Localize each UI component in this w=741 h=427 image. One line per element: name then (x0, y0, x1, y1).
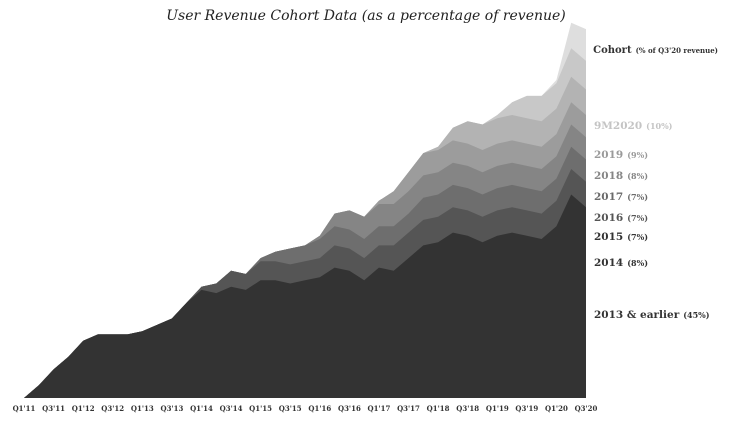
x-tick-label: Q1'15 (249, 404, 272, 413)
legend-item: 2016 (7%) (594, 212, 648, 224)
x-tick-label: Q3'19 (515, 404, 538, 413)
legend-series-share: (9%) (627, 150, 648, 160)
legend-series-name: 2019 (594, 149, 623, 161)
legend-series-share: (10%) (646, 121, 673, 131)
legend-series-share: (7%) (627, 232, 648, 242)
x-tick-label: Q1'18 (427, 404, 450, 413)
legend-series-share: (45%) (683, 310, 710, 320)
x-tick-label: Q3'16 (338, 404, 361, 413)
x-tick-label: Q3'15 (279, 404, 302, 413)
legend-series-share: (7%) (627, 213, 648, 223)
x-tick-label: Q3'13 (160, 404, 183, 413)
legend-title: Cohort (593, 45, 632, 56)
x-tick-label: Q1'12 (72, 404, 95, 413)
x-tick-label: Q3'14 (220, 404, 243, 413)
legend-item: 2019 (9%) (594, 149, 648, 161)
x-tick-label: Q1'13 (131, 404, 154, 413)
x-tick-label: Q3'20 (575, 404, 598, 413)
x-tick-label: Q1'17 (367, 404, 390, 413)
x-tick-label: Q3'11 (42, 404, 65, 413)
legend: Cohort (% of Q3'20 revenue) 2013 & earlie… (593, 45, 718, 321)
legend-series-name: 2018 (594, 170, 623, 182)
legend-item: 2013 & earlier (45%) (594, 309, 710, 321)
legend-item: 9M2020 (10%) (594, 120, 673, 132)
legend-series-name: 9M2020 (594, 120, 642, 132)
legend-subtitle: (% of Q3'20 revenue) (636, 46, 718, 55)
legend-series-share: (8%) (627, 258, 648, 268)
chart-title: User Revenue Cohort Data (as a percentag… (166, 8, 566, 24)
legend-series-name: 2016 (594, 212, 623, 224)
x-tick-label: Q1'11 (13, 404, 36, 413)
x-tick-label: Q1'14 (190, 404, 213, 413)
x-tick-label: Q3'17 (397, 404, 420, 413)
x-tick-label: Q3'12 (101, 404, 124, 413)
legend-series-name: 2014 (594, 257, 623, 269)
legend-series-name: 2015 (594, 231, 623, 243)
legend-item: 2015 (7%) (594, 231, 648, 243)
stacked-areas (24, 22, 586, 399)
legend-item: 2017 (7%) (594, 191, 648, 203)
legend-series-name: 2013 & earlier (594, 309, 680, 321)
legend-title-row: Cohort (% of Q3'20 revenue) (593, 45, 718, 56)
x-tick-label: Q1'16 (308, 404, 331, 413)
area-2013-earlier (24, 194, 586, 398)
legend-item: 2018 (8%) (594, 170, 648, 182)
legend-series-share: (7%) (627, 192, 648, 202)
x-tick-label: Q1'19 (486, 404, 509, 413)
x-axis-ticks: Q1'11 Q3'11 Q1'12 Q3'12 Q1'13 Q3'13 Q1'14 Q3'14… (13, 404, 598, 413)
legend-item: 2014 (8%) (594, 257, 648, 269)
x-tick-label: Q3'18 (456, 404, 479, 413)
legend-series-share: (8%) (627, 171, 648, 181)
x-tick-label: Q1'20 (545, 404, 568, 413)
legend-series-name: 2017 (594, 191, 623, 203)
